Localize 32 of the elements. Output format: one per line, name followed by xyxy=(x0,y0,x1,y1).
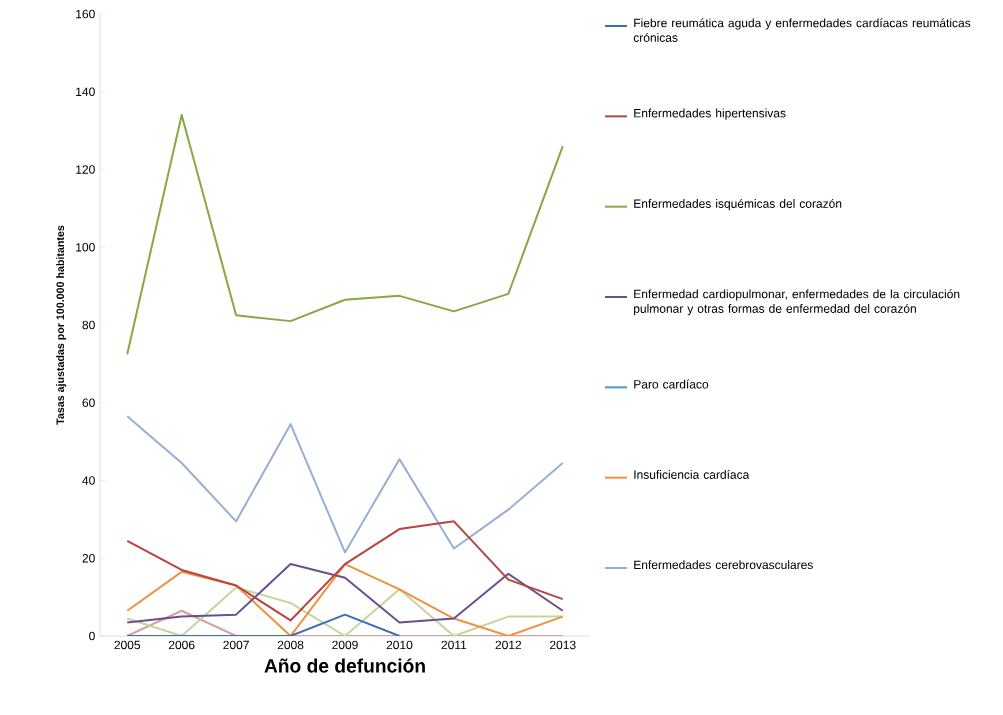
y-tick-label: 140 xyxy=(76,87,95,97)
y-tick-label: 40 xyxy=(82,476,95,485)
line-series xyxy=(126,563,564,637)
y-tick-label: 20 xyxy=(82,554,95,563)
legend-label: Enfermedades isquémicas del corazón xyxy=(634,198,842,211)
y-axis-title: Tasas ajustadas por 100.000 habitantes xyxy=(56,225,67,425)
y-tick-label: 80 xyxy=(82,320,95,330)
legend-label: Fiebre reumática aguda y enfermedades cardíacas reumáticas crónicas xyxy=(633,18,971,42)
legend-label: Enfermedades cerebrovasculares xyxy=(634,560,813,570)
x-tick-label: 2008 xyxy=(277,640,304,650)
line-series xyxy=(126,520,564,622)
line-series xyxy=(126,563,564,624)
x-tick-label: 2012 xyxy=(495,640,522,650)
x-tick-label: 2005 xyxy=(114,640,141,650)
y-tick-label: 0 xyxy=(89,631,95,641)
line-series xyxy=(126,114,564,356)
y-tick-label: 160 xyxy=(76,9,95,19)
line-series xyxy=(126,415,564,554)
x-tick-label: 2010 xyxy=(386,640,413,650)
y-tick-label: 60 xyxy=(82,398,95,408)
x-tick-label: 2011 xyxy=(441,640,467,650)
x-axis-title: Año de defunción xyxy=(264,658,425,673)
x-tick-label: 2009 xyxy=(332,640,358,650)
x-tick-label: 2006 xyxy=(168,640,195,650)
legend-label: Enfermedades hipertensivas xyxy=(634,108,786,120)
legend-label: Insuficiencia cardíaca xyxy=(634,469,750,479)
x-tick-label: 2007 xyxy=(223,640,249,650)
y-tick-label: 120 xyxy=(76,165,95,174)
legend-label: Paro cardíaco xyxy=(634,379,709,389)
y-tick-label: 100 xyxy=(76,243,95,252)
x-tick-label: 2013 xyxy=(550,640,576,650)
legend-label: Enfermedad cardiopulmonar, enfermedades de la circulación pulmonar y otras formas de enfermedad del corazón xyxy=(634,289,960,316)
